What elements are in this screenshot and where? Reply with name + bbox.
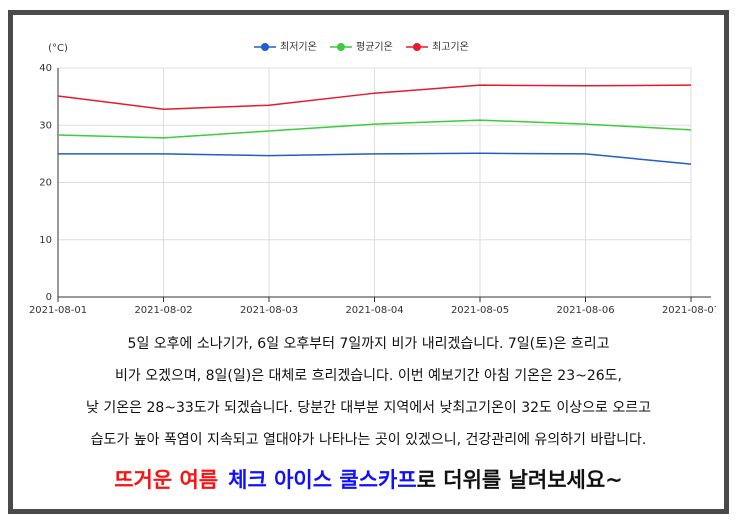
slogan-part: 로 더위를 날려보세요~ bbox=[416, 468, 623, 492]
note-line: 5일 오후에 소나기가, 6일 오후부터 7일까지 비가 내리겠습니다. 7일(… bbox=[127, 336, 610, 352]
chart: (°C) 0 10 20 30 40 2021-08-01 2021-08-02 2021-0… bbox=[29, 41, 720, 316]
legend-marker bbox=[413, 43, 421, 51]
y-tick-label: 30 bbox=[39, 120, 52, 131]
series-line bbox=[58, 152, 692, 165]
x-tick-label: 2021-08-04 bbox=[345, 305, 403, 316]
x-tick-label: 2021-08-01 bbox=[29, 305, 87, 316]
series-line bbox=[57, 84, 692, 110]
note-line: 습도가 높아 폭염이 지속되고 열대야가 나타나는 곳이 있겠으니, 건강관리에… bbox=[90, 432, 647, 448]
legend-marker bbox=[261, 43, 269, 51]
y-tick-label: 20 bbox=[39, 178, 52, 189]
note-line: 낮 기온은 28~33도가 되겠습니다. 당분간 대부분 지역에서 낮최고기온이… bbox=[86, 400, 651, 416]
y-axis-label: (°C) bbox=[48, 43, 68, 54]
x-tick-label: 2021-08-06 bbox=[556, 305, 614, 316]
legend-marker bbox=[337, 43, 345, 51]
slogan: 뜨거운 여름 체크 아이스 쿨스카프로 더위를 날려보세요~ bbox=[20, 464, 717, 494]
slogan-part: 체크 아이스 쿨스카프 bbox=[228, 468, 417, 492]
x-tick-label: 2021-08-03 bbox=[240, 305, 298, 316]
legend-label: 최고기온 bbox=[432, 41, 469, 53]
note-line: 비가 오겠으며, 8일(일)은 대체로 흐리겠습니다. 이번 예보기간 아침 기… bbox=[115, 368, 622, 384]
y-tick-label: 40 bbox=[39, 63, 52, 74]
legend-label: 평균기온 bbox=[356, 41, 393, 53]
slogan-part: 뜨거운 여름 bbox=[114, 468, 219, 492]
series-line bbox=[57, 119, 692, 139]
x-tick-label: 2021-08-02 bbox=[134, 305, 192, 316]
x-tick-label: 2021-08-07 bbox=[662, 305, 720, 316]
y-tick-label: 0 bbox=[46, 292, 52, 303]
notes: 5일 오후에 소나기가, 6일 오후부터 7일까지 비가 내리겠습니다. 7일(… bbox=[20, 328, 717, 494]
y-tick-label: 10 bbox=[39, 235, 52, 246]
legend-label: 최저기온 bbox=[280, 41, 317, 53]
x-tick-label: 2021-08-05 bbox=[451, 305, 509, 316]
